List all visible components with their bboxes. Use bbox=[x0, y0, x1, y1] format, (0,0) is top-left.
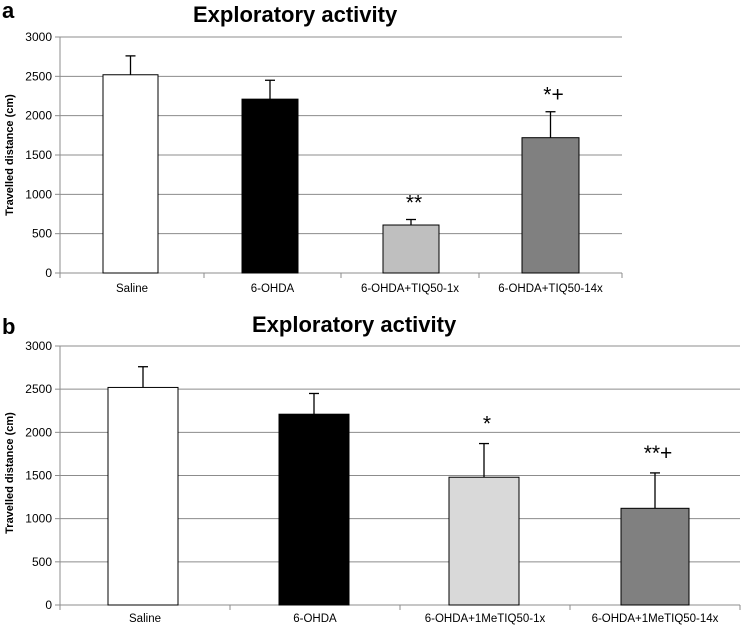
category-label: 6-OHDA bbox=[251, 283, 295, 295]
category-label: 6-OHDA+TIQ50-1x bbox=[361, 283, 459, 295]
y-axis-label: Travelled distance (cm) bbox=[4, 412, 16, 534]
chart-panel-b: b Exploratory activity 0 500 1000 1500 2000 2… bbox=[0, 308, 742, 626]
category-label: 6-OHDA bbox=[293, 613, 337, 625]
y-tick-label: 0 bbox=[45, 266, 52, 280]
bar bbox=[620, 507, 690, 606]
y-tick-label: 3000 bbox=[25, 30, 52, 44]
bar bbox=[448, 476, 520, 606]
y-tick-label: 2000 bbox=[25, 109, 52, 123]
bar bbox=[102, 74, 159, 274]
y-tick-label: 2500 bbox=[25, 382, 52, 396]
y-axis-label: Travelled distance (cm) bbox=[4, 94, 16, 216]
bar bbox=[278, 413, 350, 606]
category-label: 6-OHDA+1MeTIQ50-1x bbox=[425, 613, 546, 625]
category-label: 6-OHDA+TIQ50-14x bbox=[498, 283, 603, 295]
y-tick-label: 1500 bbox=[25, 469, 52, 483]
significance-annotation: *+ bbox=[543, 84, 563, 107]
y-tick-label: 1500 bbox=[25, 148, 52, 162]
panel-label: a bbox=[2, 0, 15, 23]
category-label: Saline bbox=[116, 283, 148, 295]
bar bbox=[241, 98, 299, 274]
y-tick-label: 0 bbox=[45, 598, 52, 612]
chart-title: Exploratory activity bbox=[252, 312, 457, 337]
category-label: 6-OHDA+1MeTIQ50-14x bbox=[592, 613, 719, 625]
bar bbox=[521, 137, 580, 274]
y-tick-label: 2000 bbox=[25, 425, 52, 439]
y-tick-label: 500 bbox=[32, 227, 52, 241]
panel-label: b bbox=[2, 314, 16, 339]
significance-annotation: **+ bbox=[644, 442, 673, 465]
y-tick-label: 2500 bbox=[25, 69, 52, 83]
significance-annotation: ** bbox=[406, 192, 422, 215]
bar-chart-b: 0 500 1000 1500 2000 2500 3000 Travelled distan… bbox=[4, 339, 741, 625]
y-tick-label: 500 bbox=[32, 555, 52, 569]
y-tick-label: 3000 bbox=[25, 339, 52, 353]
bar-chart-a: 0 500 1000 1500 2000 2500 3000 Travelled distan… bbox=[4, 30, 623, 295]
y-tick-label: 1000 bbox=[25, 187, 52, 201]
chart-title: Exploratory activity bbox=[193, 2, 398, 27]
y-tick-label: 1000 bbox=[25, 512, 52, 526]
significance-annotation: * bbox=[483, 413, 491, 436]
chart-panel-a: a Exploratory activity 0 500 1000 1500 2000 2… bbox=[0, 0, 742, 300]
category-label: Saline bbox=[129, 613, 161, 625]
bar bbox=[382, 224, 440, 274]
bar bbox=[107, 386, 179, 606]
